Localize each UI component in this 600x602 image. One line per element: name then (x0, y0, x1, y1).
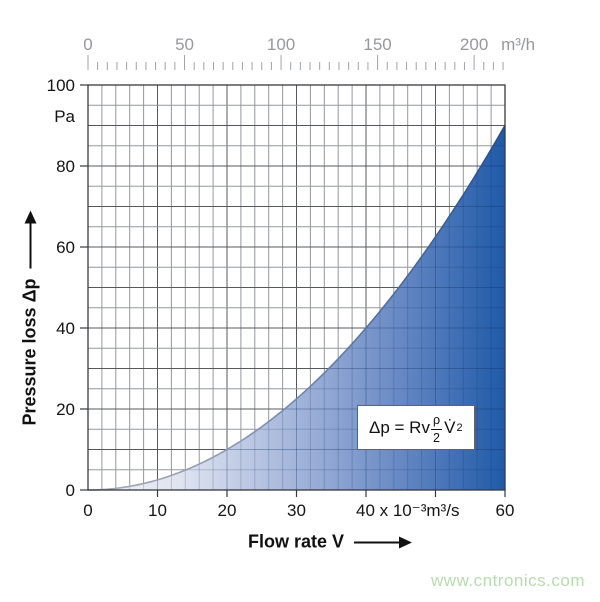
pressure-loss-curve (87, 125, 506, 491)
y-axis-title-text: Pressure loss Δp (19, 278, 40, 426)
pressure-loss-area (88, 125, 505, 490)
formula-variable: V̇ (444, 418, 456, 438)
x-axis-title: Flow rate V (247, 531, 413, 553)
top-axis-unit-label: m³/h (501, 35, 535, 54)
x-axis-tick-label: 40 x 10⁻³m³/s (356, 501, 459, 520)
y-axis-unit-label: Pa (54, 107, 75, 126)
x-axis-tick-label: 10 (148, 501, 167, 520)
y-axis-tick-label: 80 (56, 157, 75, 176)
formula-denominator: 2 (431, 428, 442, 445)
x-axis-tick-label: 0 (83, 501, 92, 520)
formula-exponent: 2 (456, 421, 463, 434)
x-axis-tick-label: 20 (218, 501, 237, 520)
top-axis-tick-label: 200 (460, 35, 488, 54)
formula-lhs: Δp = Rv (369, 418, 430, 438)
top-axis-tick-label: 150 (363, 35, 391, 54)
y-axis-tick-label: 100 (47, 76, 75, 95)
x-axis-tick-label: 30 (287, 501, 306, 520)
formula-fraction: ρ 2 (431, 414, 442, 444)
top-axis-tick-label: 50 (175, 35, 194, 54)
top-axis-tick-label: 100 (267, 35, 295, 54)
y-axis-tick-label: 0 (66, 481, 75, 500)
x-axis-title-text: Flow rate V (247, 531, 345, 552)
watermark: www.cntronics.com (431, 571, 585, 590)
right-arrow-icon (354, 536, 413, 548)
x-axis-tick-label: 60 (496, 501, 515, 520)
up-arrow-icon (29, 222, 31, 269)
y-axis-tick-label: 40 (56, 319, 75, 338)
top-axis-tick-label: 0 (83, 35, 92, 54)
y-axis-tick-label: 60 (56, 238, 75, 257)
formula-annotation: Δp = Rv ρ 2 V̇ 2 (357, 405, 475, 450)
y-axis-tick-label: 20 (56, 400, 75, 419)
y-axis-title: Pressure loss Δp (19, 210, 41, 426)
formula-numerator: ρ (432, 413, 441, 427)
